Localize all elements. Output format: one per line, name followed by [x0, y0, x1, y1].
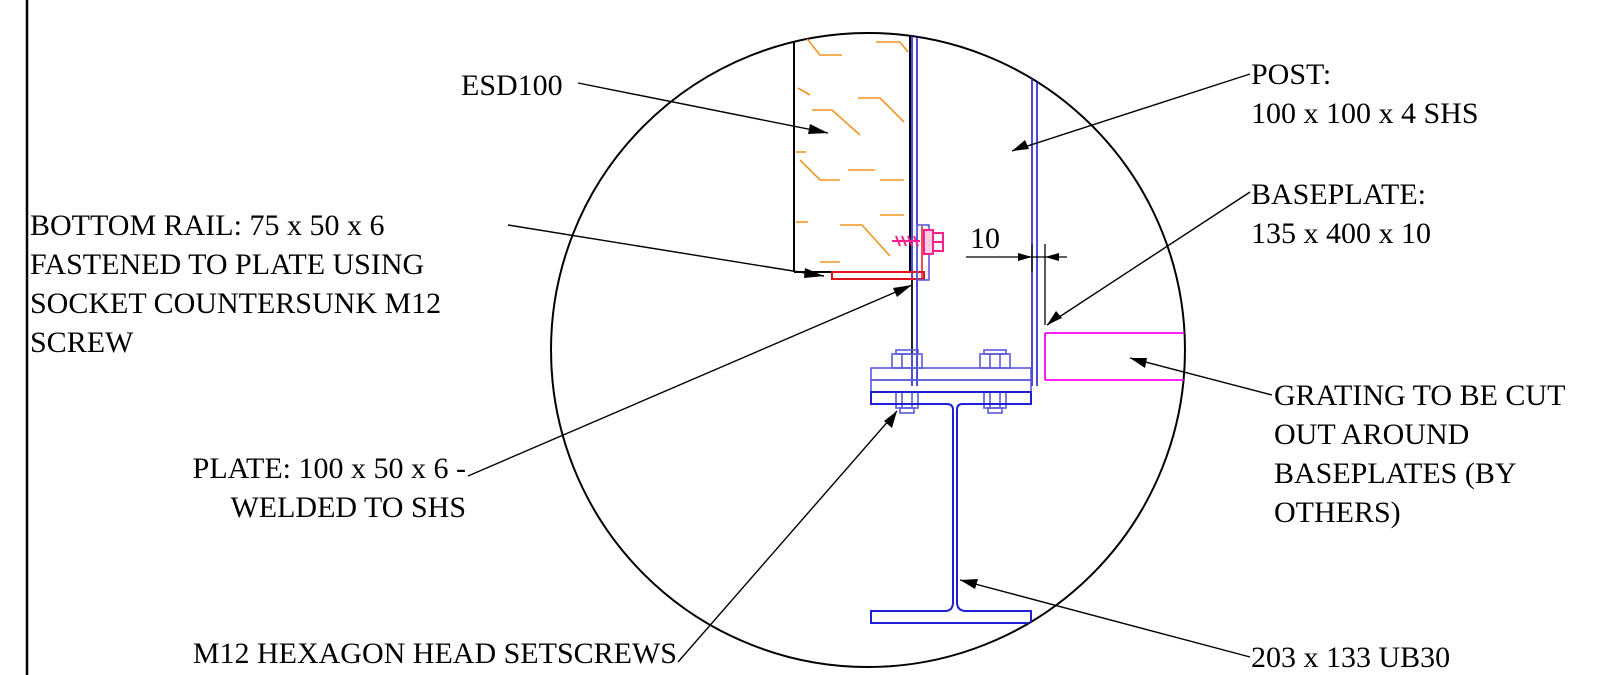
label-esd100: ESD100	[461, 69, 563, 102]
label-bottom-rail-line3: SOCKET COUNTERSUNK M12	[30, 287, 441, 320]
label-post-size: 100 x 100 x 4 SHS	[1251, 97, 1479, 130]
label-bottom-rail-line4: SCREW	[30, 326, 134, 359]
leader-esd100	[577, 82, 829, 134]
arrow-grating	[1130, 358, 1147, 368]
label-plate-line2: WELDED TO SHS	[230, 491, 466, 524]
label-ub: 203 x 133 UB30	[1251, 641, 1450, 674]
baseplate	[870, 367, 1032, 393]
label-plate-line1: PLATE: 100 x 50 x 6 -	[193, 452, 466, 485]
panel-hatch	[796, 33, 909, 263]
arrow-plate	[893, 285, 912, 297]
leader-bottom-rail	[507, 224, 825, 277]
label-bottom-rail-line2: FASTENED TO PLATE USING	[30, 248, 424, 281]
arrow-ub	[960, 579, 978, 589]
grating	[1044, 332, 1185, 381]
bottom-rail-angle	[831, 226, 925, 280]
esd100-panel	[793, 33, 911, 273]
leader-setscrews	[677, 410, 898, 663]
label-setscrews: M12 HEXAGON HEAD SETSCREWS	[193, 637, 677, 670]
label-dimension: 10	[970, 222, 1000, 255]
label-baseplate-size: 135 x 400 x 10	[1251, 217, 1431, 250]
leader-plate	[467, 284, 913, 477]
detail-circle	[550, 32, 1186, 668]
arrow-post	[1012, 140, 1029, 151]
label-bottom-rail-line1: BOTTOM RAIL: 75 x 50 x 6	[30, 209, 384, 242]
label-baseplate-title: BASEPLATE:	[1251, 178, 1426, 211]
shs-post	[911, 33, 1038, 386]
arrow-bottom-rail	[804, 268, 824, 278]
leader-post	[1011, 73, 1251, 152]
label-grating-line3: BASEPLATES (BY	[1274, 457, 1517, 490]
setscrew-right	[979, 349, 1011, 414]
label-grating-line1: GRATING TO BE CUT	[1274, 379, 1565, 412]
label-grating-line2: OUT AROUND	[1274, 418, 1469, 451]
label-post-title: POST:	[1251, 58, 1331, 91]
leader-ub	[959, 579, 1251, 658]
arrow-setscrews	[884, 411, 897, 428]
arrowheads	[804, 124, 1147, 589]
universal-beam	[870, 391, 1032, 624]
leader-grating	[1129, 357, 1273, 396]
arrow-baseplate	[1047, 311, 1062, 325]
arrow-esd100	[808, 124, 828, 134]
dimension-10	[966, 244, 1067, 325]
leaders	[467, 73, 1273, 663]
leader-baseplate	[1046, 191, 1251, 326]
label-grating-line4: OTHERS)	[1274, 496, 1401, 529]
countersunk-screw	[892, 229, 944, 255]
